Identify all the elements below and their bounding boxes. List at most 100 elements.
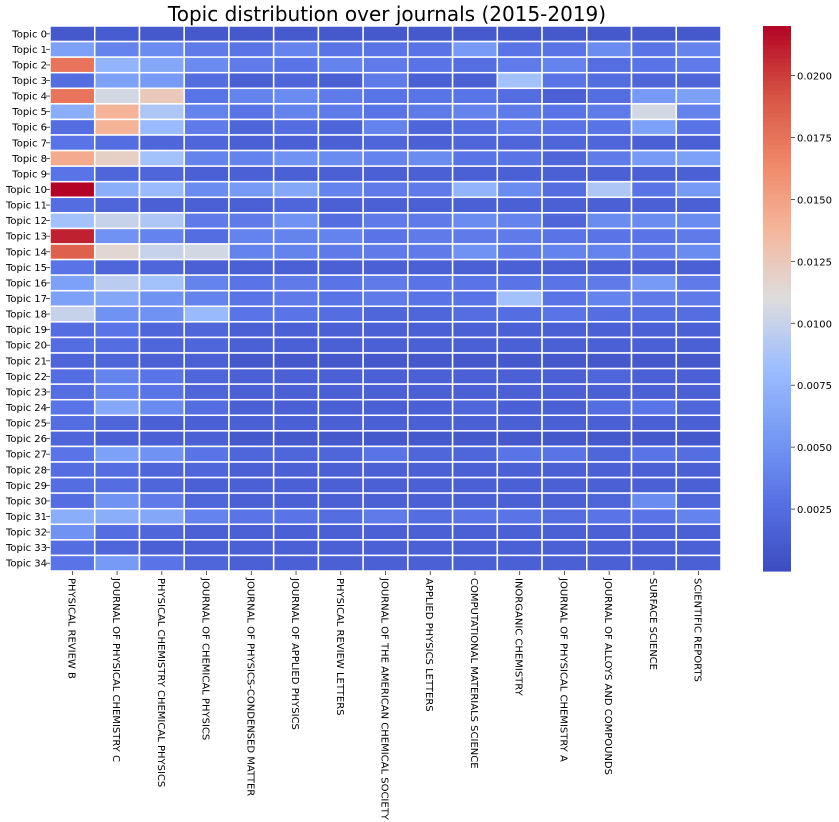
heatmap-cell xyxy=(50,166,95,182)
heatmap-cell xyxy=(139,57,184,73)
colorbar-segment xyxy=(763,285,791,290)
column-labels: PHYSICAL REVIEW B JOURNAL OF PHYSICAL CHE… xyxy=(65,571,702,821)
heatmap-cell xyxy=(274,166,319,182)
heatmap-cell xyxy=(184,197,229,213)
heatmap-cell xyxy=(318,431,363,447)
heatmap-cell xyxy=(318,415,363,431)
heatmap-cell xyxy=(274,228,319,244)
heatmap-cell xyxy=(497,322,542,338)
heatmap-cell xyxy=(318,228,363,244)
heatmap-cell xyxy=(408,322,453,338)
heatmap-cell xyxy=(184,42,229,58)
heatmap-cell xyxy=(139,540,184,556)
heatmap-cell xyxy=(318,213,363,229)
heatmap-cell xyxy=(50,509,95,525)
colorbar-segment xyxy=(763,303,791,308)
heatmap-cell xyxy=(587,431,632,447)
heatmap-cell xyxy=(497,478,542,494)
heatmap-cell xyxy=(587,478,632,494)
heatmap-cell xyxy=(318,244,363,260)
heatmap-cell xyxy=(229,151,274,167)
row-label: Topic 24 xyxy=(5,403,47,414)
heatmap-cell xyxy=(274,26,319,42)
heatmap-cell xyxy=(676,104,721,120)
heatmap-cell xyxy=(139,462,184,478)
heatmap-cell xyxy=(95,337,140,353)
heatmap-cell xyxy=(542,555,587,571)
colorbar-segment xyxy=(763,530,791,535)
heatmap-cell xyxy=(453,415,498,431)
heatmap-cell xyxy=(497,42,542,58)
heatmap-cell xyxy=(95,431,140,447)
heatmap-cell xyxy=(139,275,184,291)
heatmap-cell xyxy=(497,104,542,120)
heatmap-cell xyxy=(363,260,408,276)
heatmap-cell xyxy=(408,415,453,431)
row-label: Topic 22 xyxy=(5,372,47,383)
heatmap-cell xyxy=(184,462,229,478)
column-label: JOURNAL OF PHYSICS-CONDENSED MATTER xyxy=(244,577,255,796)
heatmap-cell xyxy=(274,524,319,540)
heatmap-cell xyxy=(50,260,95,276)
heatmap-cell xyxy=(139,400,184,416)
heatmap-cell xyxy=(587,540,632,556)
colorbar-segment xyxy=(763,212,791,217)
heatmap-cell xyxy=(229,540,274,556)
heatmap-cell xyxy=(408,42,453,58)
heatmap-cell xyxy=(363,524,408,540)
heatmap-cell xyxy=(318,104,363,120)
heatmap-cell xyxy=(542,135,587,151)
colorbar-segment xyxy=(763,480,791,485)
column-label: COMPUTATIONAL MATERIALS SCIENCE xyxy=(468,578,479,769)
row-label: Topic 15 xyxy=(5,263,47,274)
heatmap-cell xyxy=(50,182,95,198)
heatmap-cell xyxy=(139,353,184,369)
heatmap-cell xyxy=(139,478,184,494)
colorbar-tick-label: 0.0050 xyxy=(797,443,832,454)
colorbar-segment xyxy=(763,544,791,549)
colorbar-tick-label: 0.0200 xyxy=(797,72,832,83)
heatmap-cell xyxy=(453,197,498,213)
heatmap-cell xyxy=(229,104,274,120)
heatmap-cell xyxy=(632,540,677,556)
heatmap-cell xyxy=(363,26,408,42)
heatmap-cell xyxy=(95,415,140,431)
colorbar-segment xyxy=(763,40,791,45)
heatmap-cell xyxy=(184,88,229,104)
heatmap-cell xyxy=(229,509,274,525)
heatmap-cell xyxy=(453,322,498,338)
colorbar-segment xyxy=(763,326,791,331)
heatmap-cell xyxy=(453,275,498,291)
row-label: Topic 25 xyxy=(5,419,47,430)
heatmap-cell xyxy=(497,119,542,135)
heatmap-cell xyxy=(408,88,453,104)
colorbar-segment xyxy=(763,217,791,222)
heatmap-cell xyxy=(587,135,632,151)
heatmap-cell xyxy=(676,540,721,556)
heatmap-cell xyxy=(95,119,140,135)
row-label: Topic 8 xyxy=(11,154,47,165)
heatmap-cell xyxy=(453,244,498,260)
heatmap-cell xyxy=(95,369,140,385)
heatmap-cell xyxy=(363,213,408,229)
heatmap-cell xyxy=(274,213,319,229)
colorbar-tick-label: 0.0100 xyxy=(797,319,832,330)
heatmap-cell xyxy=(542,462,587,478)
heatmap-cell xyxy=(318,182,363,198)
colorbar-segment xyxy=(763,58,791,63)
heatmap-cell xyxy=(453,57,498,73)
heatmap-cell xyxy=(95,182,140,198)
heatmap-cell xyxy=(95,493,140,509)
heatmap-cell xyxy=(497,182,542,198)
heatmap-cell xyxy=(274,337,319,353)
heatmap-cell xyxy=(50,213,95,229)
heatmap-cell xyxy=(229,135,274,151)
heatmap-cell xyxy=(676,555,721,571)
heatmap-cell xyxy=(632,322,677,338)
row-label: Topic 13 xyxy=(5,232,47,243)
heatmap-cell xyxy=(676,415,721,431)
heatmap-cell xyxy=(542,166,587,182)
heatmap-cell xyxy=(184,119,229,135)
heatmap-cell xyxy=(318,275,363,291)
heatmap-cell xyxy=(632,244,677,260)
